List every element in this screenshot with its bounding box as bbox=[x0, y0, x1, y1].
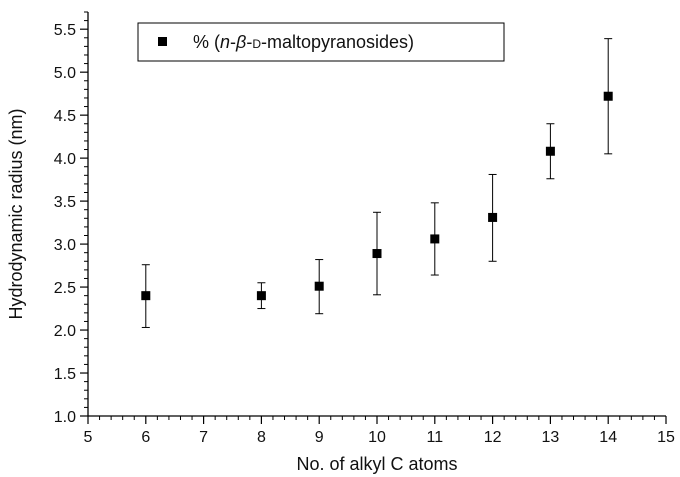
data-point bbox=[141, 291, 151, 301]
y-tick-label: 3.0 bbox=[54, 237, 76, 254]
x-tick-label: 11 bbox=[426, 429, 443, 446]
x-tick-label: 6 bbox=[141, 429, 150, 446]
y-tick-label: 2.0 bbox=[54, 323, 76, 340]
y-tick-label: 4.0 bbox=[54, 151, 76, 168]
y-tick-label: 1.0 bbox=[54, 409, 76, 426]
legend-text-part: β bbox=[235, 32, 246, 52]
data-point bbox=[372, 249, 382, 259]
legend-label: % (n-β-D-maltopyranosides) bbox=[193, 32, 414, 52]
legend-box bbox=[137, 22, 505, 62]
x-tick-label: 12 bbox=[484, 429, 502, 446]
legend-text-part: n bbox=[220, 32, 230, 52]
y-tick-label: 2.5 bbox=[54, 280, 76, 297]
plot-area: 5 6 7 8 9 10 11 12 13 14 15 1.0 1.5 2.0 2.5 3.0 3.5 4.0 4… bbox=[54, 11, 675, 446]
x-axis-ticks: 5 6 7 8 9 10 11 12 13 14 15 bbox=[84, 416, 675, 446]
x-tick-label: 5 bbox=[84, 429, 93, 446]
y-tick-label: 5.5 bbox=[54, 22, 76, 39]
legend-text-part: D bbox=[252, 37, 261, 51]
legend-marker bbox=[158, 37, 167, 46]
x-tick-label: 8 bbox=[257, 429, 266, 446]
legend-text-part: % ( bbox=[193, 32, 220, 52]
data-markers bbox=[141, 91, 613, 301]
y-tick-label: 3.5 bbox=[54, 194, 76, 211]
y-tick-label: 5.0 bbox=[54, 65, 76, 82]
data-point bbox=[488, 212, 498, 222]
x-tick-label: 13 bbox=[542, 429, 560, 446]
data-point bbox=[545, 146, 555, 156]
x-tick-label: 9 bbox=[315, 429, 324, 446]
x-axis-title: No. of alkyl C atoms bbox=[296, 454, 457, 474]
legend-text-part: - bbox=[230, 32, 236, 52]
x-tick-label: 14 bbox=[599, 429, 617, 446]
legend: % (n-β-D-maltopyranosides) bbox=[137, 22, 505, 62]
y-tick-label: 1.5 bbox=[54, 366, 76, 383]
data-point bbox=[256, 291, 266, 301]
y-tick-label: 4.5 bbox=[54, 108, 76, 125]
data-point bbox=[314, 281, 324, 291]
error-bars bbox=[141, 38, 613, 328]
y-axis-title: Hydrodynamic radius (nm) bbox=[6, 108, 26, 319]
data-point bbox=[430, 234, 440, 244]
x-tick-label: 7 bbox=[199, 429, 208, 446]
y-axis-ticks: 1.0 1.5 2.0 2.5 3.0 3.5 4.0 4.5 5.0 5.5 bbox=[54, 22, 88, 426]
x-tick-label: 15 bbox=[657, 429, 675, 446]
x-tick-label: 10 bbox=[368, 429, 386, 446]
data-point bbox=[603, 91, 613, 101]
legend-text-part: -maltopyranosides) bbox=[261, 32, 414, 52]
minor-ticks bbox=[84, 11, 655, 420]
legend-text-part: - bbox=[246, 32, 252, 52]
